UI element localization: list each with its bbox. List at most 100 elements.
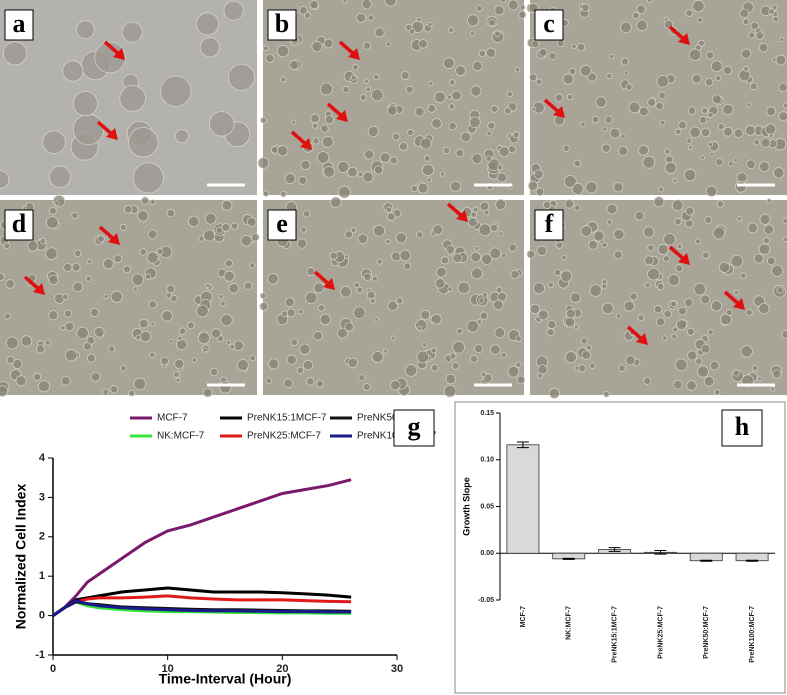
cell: [149, 351, 156, 359]
cell: [262, 190, 270, 197]
cell: [771, 4, 778, 11]
cell: [601, 283, 608, 290]
cell: [672, 178, 678, 184]
cell: [629, 292, 638, 301]
cell: [655, 317, 666, 327]
cell: [416, 350, 430, 364]
cell: [436, 266, 447, 278]
cell: [290, 338, 299, 346]
cell: [585, 181, 598, 194]
cell: [220, 313, 233, 327]
cell: [386, 105, 398, 116]
cell: [260, 116, 267, 124]
cell: [490, 105, 499, 113]
cell: [783, 102, 787, 109]
cell: [613, 182, 624, 193]
cell: [6, 355, 15, 365]
cell: [12, 358, 23, 370]
cell: [715, 158, 724, 167]
cell: [186, 321, 195, 330]
legend-label: PreNK25:MCF-7: [247, 431, 321, 442]
cell: [661, 335, 668, 341]
cell: [700, 343, 711, 354]
cell: [286, 308, 296, 318]
cell: [0, 272, 5, 282]
cell: [695, 357, 703, 365]
cell: [763, 224, 774, 235]
y-tick-label: 4: [39, 452, 46, 464]
cell: [537, 372, 544, 379]
cell: [475, 4, 483, 12]
y-tick-label: 0.05: [480, 503, 494, 510]
cell: [72, 113, 105, 146]
cell: [83, 342, 92, 351]
cell: [219, 381, 232, 394]
cell: [699, 116, 708, 125]
cell: [259, 292, 267, 300]
cell: [490, 223, 499, 232]
cell: [404, 364, 418, 377]
cell: [606, 203, 618, 215]
cell: [445, 244, 455, 254]
cell: [204, 212, 217, 225]
cell: [128, 389, 136, 397]
arrow-head: [678, 253, 690, 265]
cell: [782, 217, 787, 224]
cell: [90, 371, 101, 382]
cell: [432, 224, 444, 236]
cell: [766, 256, 776, 266]
cell: [603, 391, 610, 398]
cell: [228, 283, 240, 294]
cell: [508, 243, 517, 252]
cell: [362, 171, 374, 183]
cell: [478, 49, 486, 58]
cell: [431, 363, 439, 372]
cell: [758, 42, 769, 53]
cell: [357, 233, 369, 244]
cell: [176, 338, 188, 351]
cell: [478, 297, 485, 304]
cell: [390, 380, 401, 391]
cell: [730, 254, 744, 268]
cell: [684, 298, 694, 308]
cell: [467, 217, 478, 228]
y-tick-label: 0: [39, 610, 45, 622]
cell: [140, 196, 150, 205]
cell: [687, 350, 698, 361]
cell: [149, 199, 156, 206]
cell: [495, 286, 503, 294]
cell: [85, 275, 92, 282]
cell: [45, 216, 59, 229]
cell: [403, 262, 411, 270]
cell: [763, 237, 771, 245]
cell: [64, 321, 75, 332]
cell: [489, 247, 502, 260]
cell: [778, 82, 787, 92]
cell: [613, 250, 623, 260]
cell: [527, 180, 538, 191]
cell: [529, 73, 538, 82]
series-line: [52, 599, 352, 617]
cell: [317, 304, 326, 312]
cell: [485, 47, 497, 58]
cell: [740, 272, 747, 279]
cell: [492, 299, 504, 310]
cell: [606, 72, 613, 80]
cell: [717, 123, 725, 131]
cell: [312, 122, 319, 129]
cell: [197, 332, 211, 345]
cell: [72, 91, 99, 117]
cell: [110, 290, 123, 303]
cell: [573, 159, 582, 168]
cell: [3, 41, 28, 66]
cell: [452, 340, 465, 354]
cell: [746, 159, 756, 170]
cell: [281, 310, 289, 318]
cell: [386, 212, 396, 221]
cell: [482, 292, 488, 298]
cell: [33, 372, 42, 381]
cell: [733, 289, 740, 296]
cell: [722, 104, 734, 116]
cell: [711, 94, 722, 105]
arrow-head: [336, 110, 348, 122]
